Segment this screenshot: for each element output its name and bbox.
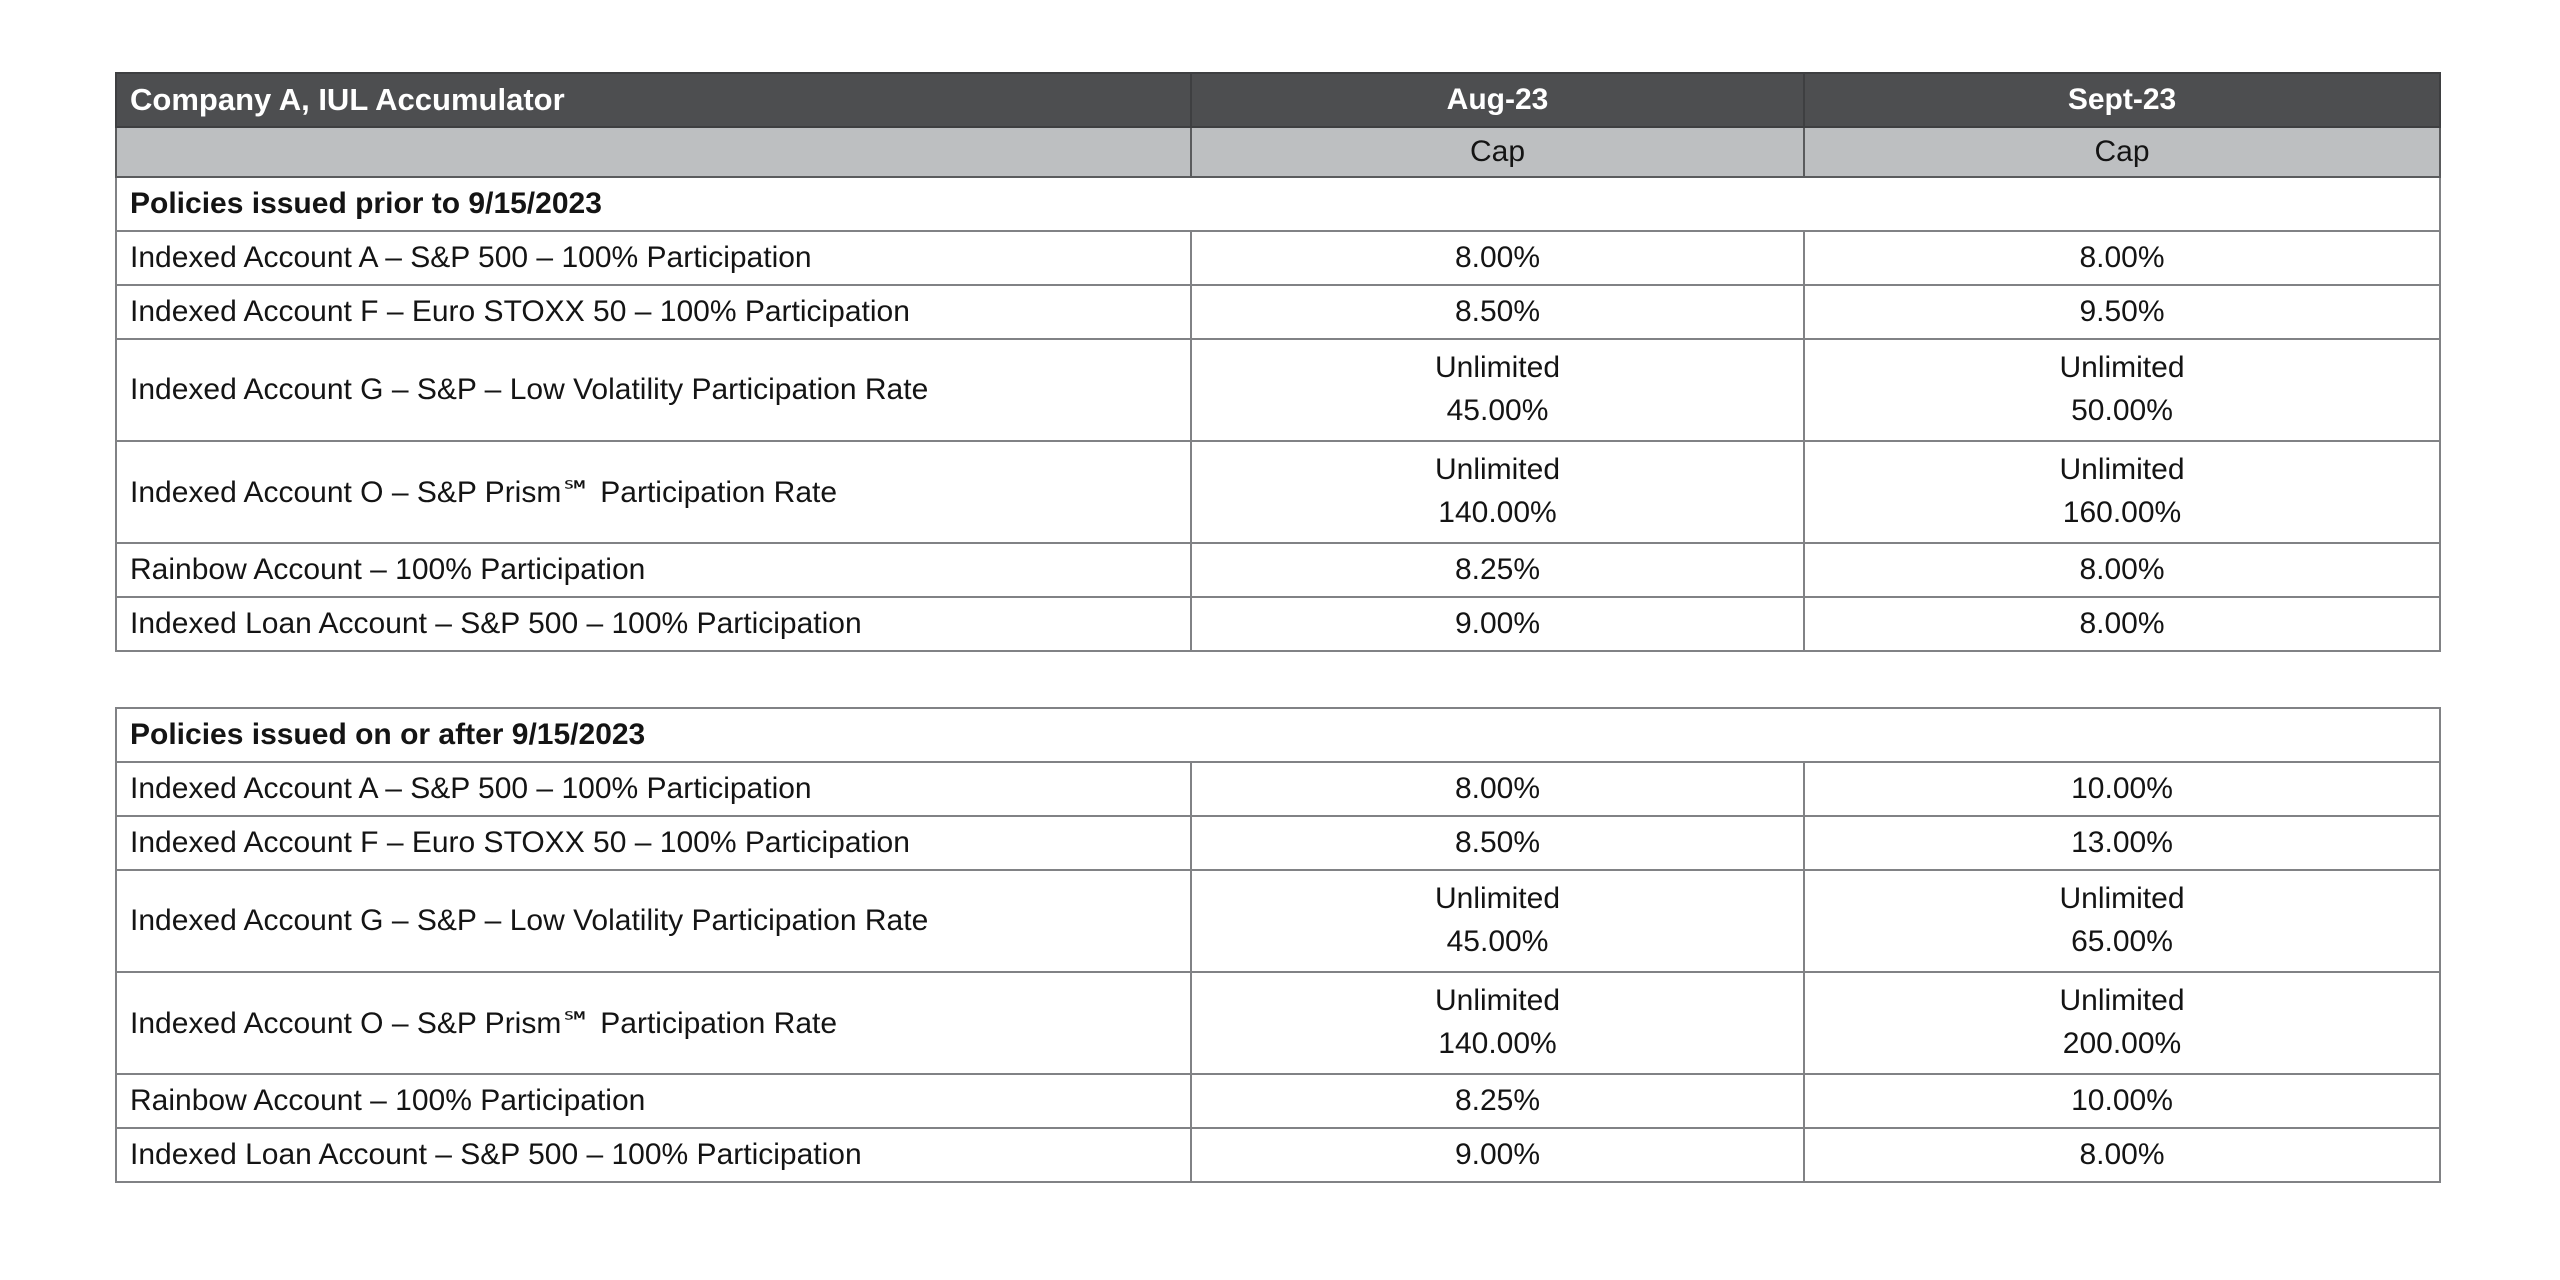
cap-value-sept: 8.00% <box>1803 542 2441 598</box>
row-label: Indexed Account G – S&P – Low Volatility… <box>115 869 1192 973</box>
row-label: Rainbow Account – 100% Participation <box>115 1073 1192 1129</box>
subheader-cap-aug: Cap <box>1190 126 1805 178</box>
rate-table-prior: Company A, IUL Accumulator Aug-23 Sept-2… <box>115 72 2441 652</box>
table-row: Indexed Account F – Euro STOXX 50 – 100%… <box>115 284 2441 340</box>
table-row: Indexed Account A – S&P 500 – 100% Parti… <box>115 230 2441 286</box>
section-heading-prior: Policies issued prior to 9/15/2023 <box>115 176 2441 232</box>
table-row: Indexed Account G – S&P – Low Volatility… <box>115 338 2441 442</box>
cap-value-aug: Unlimited 140.00% <box>1190 440 1805 544</box>
row-label: Indexed Loan Account – S&P 500 – 100% Pa… <box>115 596 1192 652</box>
cap-value-aug: 9.00% <box>1190 596 1805 652</box>
column-header-aug23: Aug-23 <box>1190 72 1805 128</box>
table-row: Indexed Account G – S&P – Low Volatility… <box>115 869 2441 973</box>
section-heading-row: Policies issued prior to 9/15/2023 <box>115 176 2441 232</box>
subheader-cap-sept: Cap <box>1803 126 2441 178</box>
cap-value-sept: 8.00% <box>1803 230 2441 286</box>
cap-value-aug: 9.00% <box>1190 1127 1805 1183</box>
cap-value-sept: Unlimited 50.00% <box>1803 338 2441 442</box>
subheader-row: Cap Cap <box>115 126 2441 178</box>
table-row: Indexed Account A – S&P 500 – 100% Parti… <box>115 761 2441 817</box>
cap-value-aug: 8.50% <box>1190 815 1805 871</box>
table-row: Indexed Account O – S&P Prism℠ Participa… <box>115 440 2441 544</box>
cap-value-sept: Unlimited 200.00% <box>1803 971 2441 1075</box>
cap-value-sept: 8.00% <box>1803 1127 2441 1183</box>
section-heading-after: Policies issued on or after 9/15/2023 <box>115 707 2441 763</box>
cap-value-sept: 9.50% <box>1803 284 2441 340</box>
cap-value-sept: 10.00% <box>1803 761 2441 817</box>
table-row: Indexed Loan Account – S&P 500 – 100% Pa… <box>115 596 2441 652</box>
row-label: Indexed Account G – S&P – Low Volatility… <box>115 338 1192 442</box>
subheader-empty-cell <box>115 126 1192 178</box>
column-header-sept23: Sept-23 <box>1803 72 2441 128</box>
table-row: Indexed Account O – S&P Prism℠ Participa… <box>115 971 2441 1075</box>
row-label: Indexed Account F – Euro STOXX 50 – 100%… <box>115 284 1192 340</box>
table-header-row: Company A, IUL Accumulator Aug-23 Sept-2… <box>115 72 2441 128</box>
rate-tables-container: Company A, IUL Accumulator Aug-23 Sept-2… <box>115 72 2441 1183</box>
cap-value-aug: 8.00% <box>1190 761 1805 817</box>
cap-value-aug: 8.00% <box>1190 230 1805 286</box>
cap-value-sept: 8.00% <box>1803 596 2441 652</box>
row-label: Indexed Account A – S&P 500 – 100% Parti… <box>115 230 1192 286</box>
cap-value-sept: Unlimited 65.00% <box>1803 869 2441 973</box>
row-label: Indexed Loan Account – S&P 500 – 100% Pa… <box>115 1127 1192 1183</box>
cap-value-aug: 8.50% <box>1190 284 1805 340</box>
cap-value-aug: 8.25% <box>1190 542 1805 598</box>
row-label: Indexed Account F – Euro STOXX 50 – 100%… <box>115 815 1192 871</box>
rate-table-after: Policies issued on or after 9/15/2023 In… <box>115 707 2441 1183</box>
cap-value-sept: 13.00% <box>1803 815 2441 871</box>
section-heading-row: Policies issued on or after 9/15/2023 <box>115 707 2441 763</box>
cap-value-sept: Unlimited 160.00% <box>1803 440 2441 544</box>
table-row: Indexed Account F – Euro STOXX 50 – 100%… <box>115 815 2441 871</box>
table-row: Rainbow Account – 100% Participation 8.2… <box>115 1073 2441 1129</box>
row-label: Indexed Account A – S&P 500 – 100% Parti… <box>115 761 1192 817</box>
cap-value-aug: Unlimited 140.00% <box>1190 971 1805 1075</box>
row-label: Rainbow Account – 100% Participation <box>115 542 1192 598</box>
cap-value-aug: Unlimited 45.00% <box>1190 338 1805 442</box>
cap-value-sept: 10.00% <box>1803 1073 2441 1129</box>
row-label: Indexed Account O – S&P Prism℠ Participa… <box>115 440 1192 544</box>
table-title: Company A, IUL Accumulator <box>115 72 1192 128</box>
table-row: Rainbow Account – 100% Participation 8.2… <box>115 542 2441 598</box>
table-row: Indexed Loan Account – S&P 500 – 100% Pa… <box>115 1127 2441 1183</box>
cap-value-aug: Unlimited 45.00% <box>1190 869 1805 973</box>
cap-value-aug: 8.25% <box>1190 1073 1805 1129</box>
row-label: Indexed Account O – S&P Prism℠ Participa… <box>115 971 1192 1075</box>
